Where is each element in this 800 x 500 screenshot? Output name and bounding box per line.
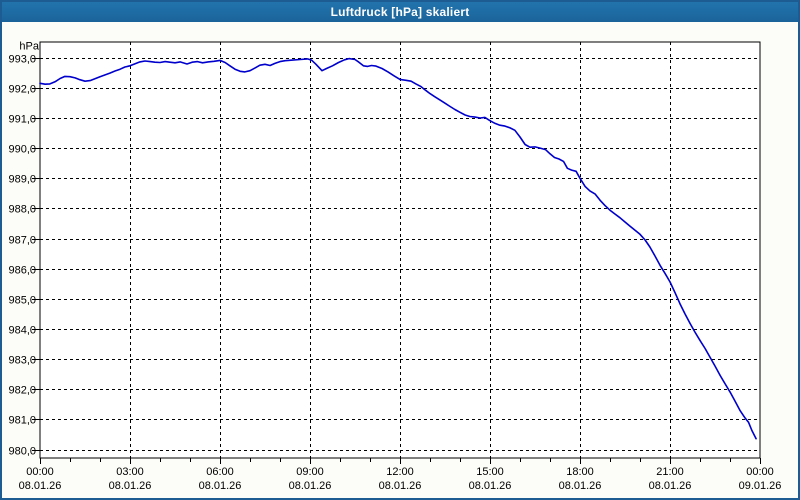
x-tick-time-labels: 00:00 03:00 06:00 09:00 12:00 15:00 18:00 21:00… bbox=[26, 466, 774, 478]
x-axis-time-label: 12:00 bbox=[386, 466, 414, 478]
x-axis-time-label: 03:00 bbox=[116, 466, 144, 478]
x-axis-date-label: 08.01.26 bbox=[649, 480, 692, 492]
y-gridlines bbox=[40, 58, 760, 451]
y-axis-label: 984,0 bbox=[8, 325, 36, 337]
x-axis-date-label: 08.01.26 bbox=[289, 480, 332, 492]
x-axis-date-label: 08.01.26 bbox=[469, 480, 512, 492]
x-axis-date-label: 09.01.26 bbox=[739, 480, 782, 492]
x-axis-time-label: 21:00 bbox=[656, 466, 684, 478]
y-axis-label: 991,0 bbox=[8, 114, 36, 126]
y-axis-label: 988,0 bbox=[8, 204, 36, 216]
y-axis-label: 990,0 bbox=[8, 144, 36, 156]
x-axis-date-label: 08.01.26 bbox=[109, 480, 152, 492]
y-axis-label: 980,0 bbox=[8, 446, 36, 458]
y-ticks bbox=[32, 58, 40, 451]
y-axis-label: 992,0 bbox=[8, 84, 36, 96]
y-axis-label: 983,0 bbox=[8, 355, 36, 367]
x-axis-date-label: 08.01.26 bbox=[379, 480, 422, 492]
x-axis-time-label: 00:00 bbox=[26, 466, 54, 478]
x-axis-time-label: 06:00 bbox=[206, 466, 234, 478]
y-axis-label: 981,0 bbox=[8, 415, 36, 427]
y-axis-label: 986,0 bbox=[8, 265, 36, 277]
window-title: Luftdruck [hPa] skaliert bbox=[330, 5, 470, 19]
pressure-chart: 993,0 992,0 991,0 990,0 989,0 988,0 987,0 986,0… bbox=[8, 41, 782, 492]
x-axis-time-label: 00:00 bbox=[746, 466, 774, 478]
chart-area: 993,0 992,0 991,0 990,0 989,0 988,0 987,0 986,0… bbox=[2, 22, 798, 498]
x-axis-date-label: 08.01.26 bbox=[19, 480, 62, 492]
y-axis-label: 989,0 bbox=[8, 174, 36, 186]
x-axis-date-label: 08.01.26 bbox=[199, 480, 242, 492]
y-axis-label: 982,0 bbox=[8, 385, 36, 397]
window-titlebar: Luftdruck [hPa] skaliert bbox=[2, 2, 798, 22]
plot-border bbox=[39, 41, 761, 459]
x-axis-date-label: 08.01.26 bbox=[559, 480, 602, 492]
y-axis-label: 987,0 bbox=[8, 235, 36, 247]
y-axis-label: 993,0 bbox=[8, 54, 36, 66]
x-axis-time-label: 15:00 bbox=[476, 466, 504, 478]
y-tick-labels: 993,0 992,0 991,0 990,0 989,0 988,0 987,0 986,0… bbox=[8, 54, 36, 458]
x-axis-time-label: 18:00 bbox=[566, 466, 594, 478]
y-axis-unit-label: hPa bbox=[19, 41, 39, 53]
pressure-curve bbox=[39, 57, 757, 440]
x-tick-date-labels: 08.01.26 08.01.26 08.01.26 08.01.26 08.01.26… bbox=[19, 480, 782, 492]
x-axis-time-label: 09:00 bbox=[296, 466, 324, 478]
x-ticks bbox=[40, 458, 761, 464]
y-axis-label: 985,0 bbox=[8, 295, 36, 307]
